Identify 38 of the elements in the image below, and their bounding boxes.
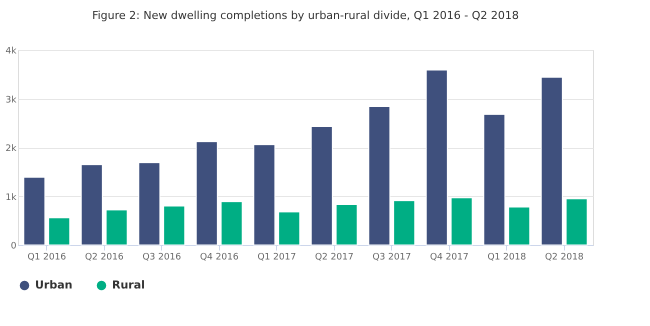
x-tick-label: Q2 2018 (544, 252, 584, 262)
bar (393, 200, 416, 246)
bar (253, 144, 276, 246)
x-tick-label: Q1 2018 (487, 252, 526, 262)
bar (163, 206, 186, 246)
x-tick-label: Q2 2016 (84, 252, 124, 262)
bar (508, 206, 530, 246)
bar (368, 106, 390, 246)
bar (450, 197, 473, 246)
x-tick-label: Q3 2017 (372, 252, 412, 262)
bar (566, 198, 588, 246)
bar (483, 114, 506, 246)
bar (220, 201, 243, 246)
bar (23, 176, 46, 246)
x-tick-label: Q1 2016 (27, 252, 66, 262)
bar (426, 69, 448, 246)
x-tick-label: Q2 2017 (314, 252, 354, 262)
y-tick-label: 3k (6, 95, 18, 106)
bar (196, 141, 218, 246)
y-tick-label: 4k (6, 46, 18, 56)
bar (106, 209, 128, 246)
bar (278, 211, 300, 246)
bar (336, 204, 358, 246)
x-tick-label: Q4 2017 (430, 252, 469, 262)
y-tick-label: 0 (10, 242, 17, 252)
bar (48, 217, 70, 246)
y-tick-label: 2k (6, 144, 18, 154)
bar (310, 126, 333, 246)
legend-label: Rural (112, 278, 145, 292)
chart-title: Figure 2: New dwelling completions by urban-rural divide, Q1 2016 - Q2 2018 (92, 9, 519, 22)
x-tick-label: Q4 2016 (200, 252, 239, 262)
bar (80, 164, 103, 246)
y-tick-label: 1k (6, 192, 18, 203)
x-tick-label: Q1 2017 (257, 252, 296, 262)
x-tick-label: Q3 2016 (142, 252, 182, 262)
bar (138, 162, 160, 246)
legend-label: Urban (35, 278, 72, 292)
bar (540, 76, 563, 246)
